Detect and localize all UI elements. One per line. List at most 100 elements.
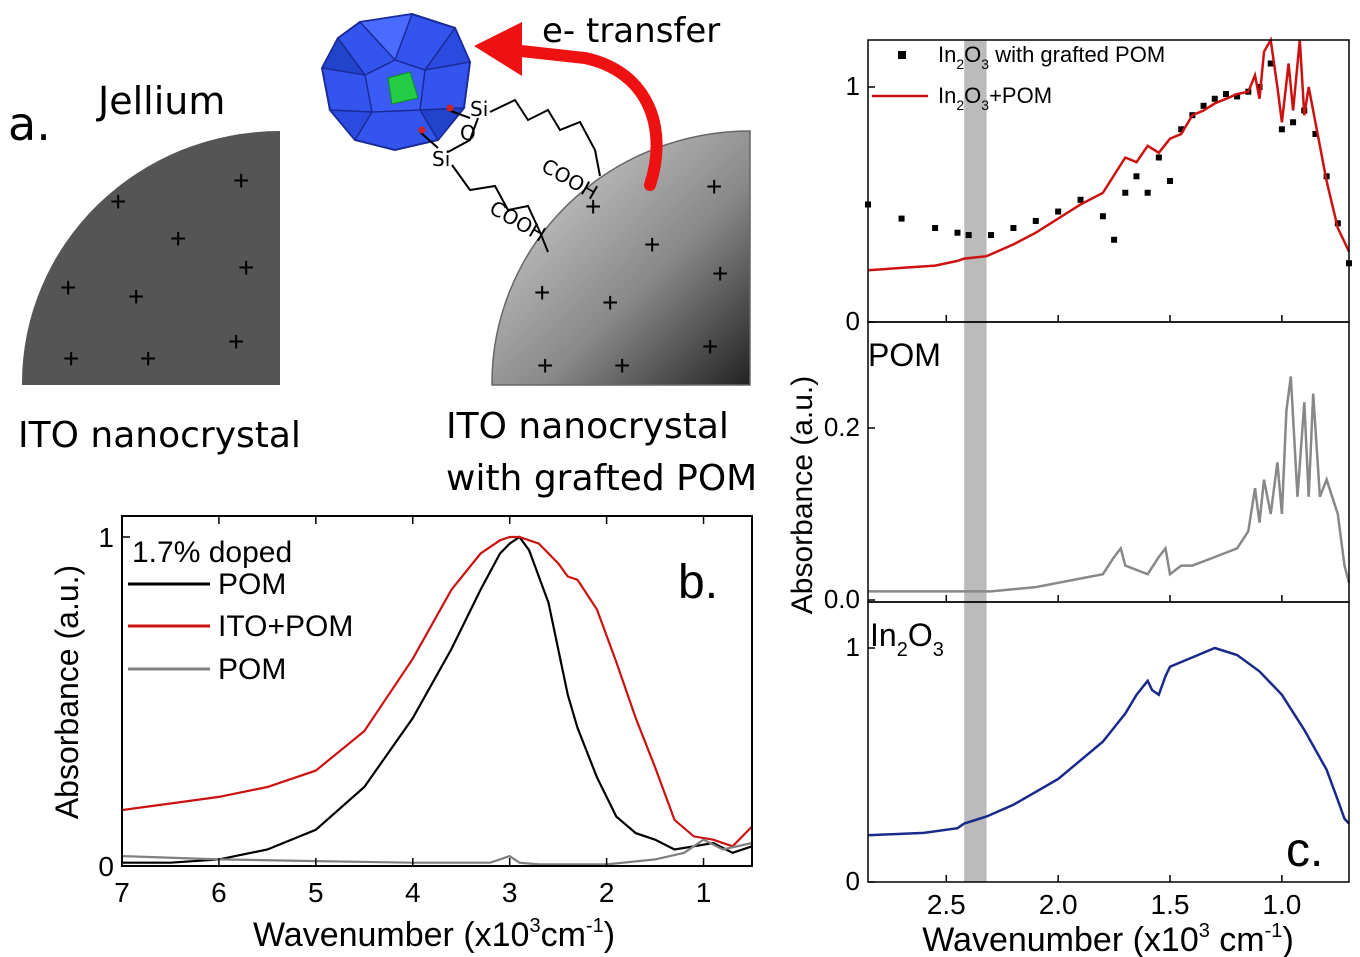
x-tick-label: 4 (405, 877, 421, 908)
y-tick-label: 0 (846, 306, 860, 336)
data-point (1111, 236, 1118, 243)
pom-cluster (320, 12, 472, 152)
grafted-nanocrystal (491, 130, 751, 386)
x-tick-label: 2.0 (1039, 889, 1078, 920)
x-axis-label: Wavenumber (x103 cm-1) (922, 920, 1294, 957)
charge-plus: + (170, 223, 186, 254)
oxygen-atom (418, 126, 426, 134)
data-point (898, 215, 905, 222)
legend-label: POM (218, 653, 286, 686)
jellium-label: Jellium (96, 79, 225, 123)
charge-plus: + (128, 281, 144, 312)
y-axis-label: Absorbance (a.u.) (49, 565, 85, 819)
series-line-1 (121, 535, 753, 848)
panel-b-label: b. (678, 556, 718, 609)
series-line-0 (867, 646, 1350, 837)
legend-label: In2O3+POM (938, 83, 1052, 113)
x-tick-label: 1.5 (1151, 889, 1190, 920)
legend-marker (898, 51, 906, 59)
series-line-1 (867, 36, 1351, 272)
shaded-band (964, 40, 987, 882)
y-tick-label: 0 (98, 851, 114, 882)
charge-plus: + (110, 186, 126, 217)
linker-chains (419, 98, 601, 253)
data-point (1278, 126, 1285, 133)
subplot-2: 0 1 In2O3 (846, 601, 1350, 896)
subplot-frame (867, 601, 1350, 883)
charge-plus: + (238, 252, 254, 283)
y-tick-label: 1 (98, 522, 114, 553)
series-line-2 (121, 838, 753, 866)
y-tick-label: 0 (846, 866, 860, 896)
y-axis-label: Absorbance (a.u.) (786, 376, 819, 614)
data-point (1055, 208, 1062, 215)
data-point (1099, 213, 1106, 220)
data-point (932, 225, 939, 231)
charge-plus: + (140, 343, 156, 374)
x-tick-label: 3 (502, 877, 518, 908)
panel-a: a. Jellium + + + + + + + + + ITO nanocry… (8, 11, 757, 499)
x-tick-label: 1 (696, 877, 712, 908)
legend-label: POM (218, 568, 286, 601)
legend-title: 1.7% doped (132, 536, 292, 569)
series-line-0 (122, 535, 753, 864)
x-axis-label: Wavenumber (x103cm-1) (253, 915, 615, 954)
subplot-label-in2o3: In2O3 (870, 617, 944, 661)
linker-cooh-2: COOH (486, 196, 550, 247)
charge-plus: + (602, 287, 618, 318)
data-point (1155, 154, 1162, 161)
series-line-0 (868, 376, 1351, 593)
data-point (1010, 225, 1017, 231)
electron-transfer-label: e- transfer (542, 11, 720, 51)
y-tick-label: 1 (846, 71, 860, 101)
data-point (1167, 178, 1174, 184)
data-point (954, 229, 961, 236)
panel-b: 7 6 5 4 3 2 1 0 1 Wavenumber (x103cm-1) Absorbance… (49, 515, 753, 954)
charge-plus: + (233, 165, 249, 196)
linker-si-1: Si (470, 97, 488, 121)
jellium-charges: + + + + + + + + + (60, 165, 254, 374)
data-point (988, 232, 995, 239)
linker-si-2: Si (432, 147, 450, 171)
data-point (1200, 102, 1207, 109)
y-tick-label: 0.0 (824, 584, 860, 614)
ito-pom-label-line1: ITO nanocrystal (446, 406, 729, 447)
x-tick-label: 1.0 (1262, 889, 1301, 920)
panel-a-label: a. (8, 97, 51, 151)
arrow-head (474, 22, 522, 76)
x-tick-label: 6 (211, 877, 227, 908)
y-tick-label: 0.2 (824, 412, 860, 442)
data-point (1032, 217, 1039, 224)
data-point (1312, 131, 1319, 137)
x-tick-label: 5 (308, 877, 324, 908)
plot-frame (121, 515, 753, 867)
data-point (1122, 189, 1129, 196)
charge-plus: + (63, 343, 79, 374)
electron-transfer-arrow (506, 44, 663, 191)
legend-label: ITO+POM (218, 610, 353, 643)
grafted-charges: + + + + + + + + + (534, 171, 728, 381)
subplot-1: 0.0 0.2 POM (824, 321, 1351, 614)
x-tick-label: 2.5 (927, 889, 966, 920)
x-tick-label: 2 (599, 877, 615, 908)
ito-nanocrystal-label: ITO nanocrystal (18, 415, 301, 456)
linker-o: O (460, 121, 476, 145)
oxygen-atom (446, 104, 454, 112)
jellium-nanocrystal (22, 131, 280, 385)
data-point (965, 232, 972, 239)
charge-plus: + (712, 258, 728, 289)
charge-plus: + (537, 350, 553, 381)
linker-cooh-1: COOH (538, 154, 602, 205)
data-point (1211, 95, 1218, 102)
charge-plus: + (585, 191, 601, 222)
subplot-label-pom: POM (868, 337, 941, 373)
charge-plus: + (644, 229, 660, 260)
charge-plus: + (614, 350, 630, 381)
data-point (1290, 119, 1297, 126)
pom-center-tetrahedron (387, 71, 419, 105)
panel-c-label: c. (1286, 824, 1323, 877)
data-point (1077, 196, 1084, 203)
data-point (1178, 126, 1185, 133)
